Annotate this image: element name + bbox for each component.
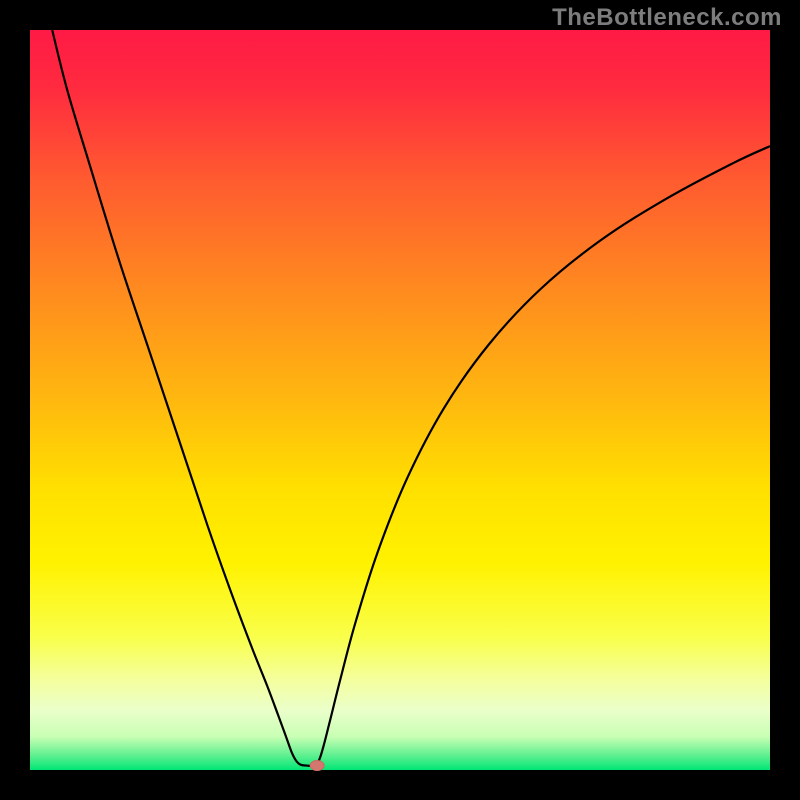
optimal-point-marker (310, 761, 324, 771)
bottleneck-curve-plot (0, 0, 800, 800)
chart-frame: TheBottleneck.com (0, 0, 800, 800)
plot-background (30, 30, 770, 770)
